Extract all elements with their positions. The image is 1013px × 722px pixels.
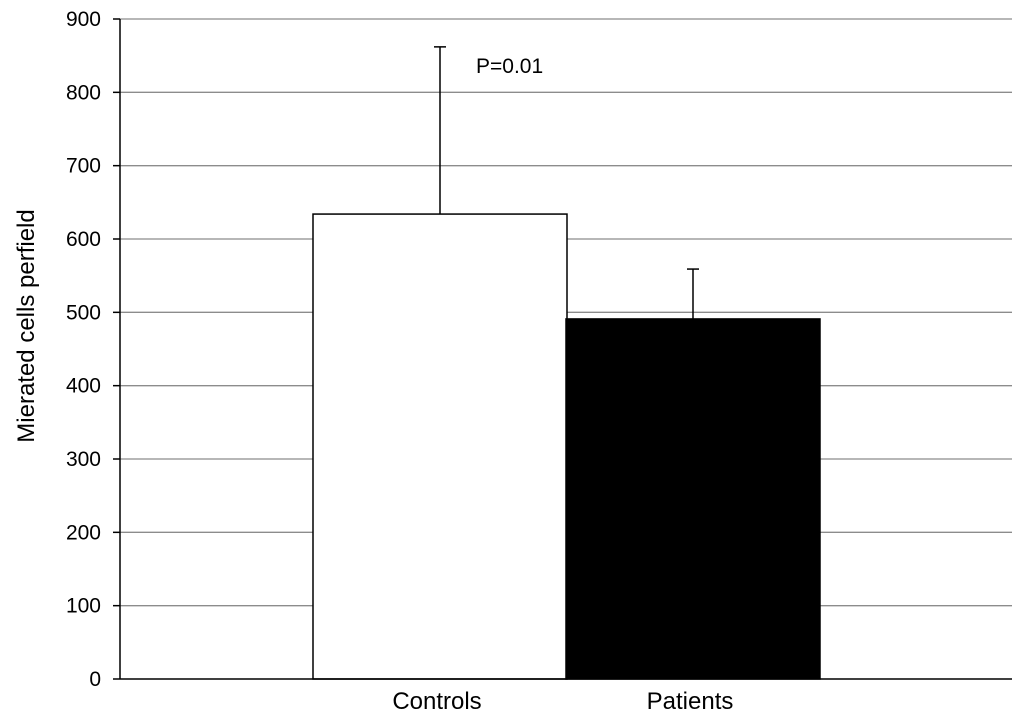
y-tick-label: 700 [66, 155, 101, 178]
x-category-labels: Controls Patients [392, 688, 733, 715]
y-tick-label: 600 [66, 228, 101, 251]
axes [119, 19, 1012, 680]
bars [312, 213, 821, 680]
y-tick-label: 900 [66, 8, 101, 31]
y-tick-labels: 0 100 200 300 400 500 600 700 800 900 [66, 8, 120, 691]
y-tick-label: 800 [66, 81, 101, 104]
bar-controls [312, 213, 568, 680]
y-tick-label: 0 [89, 668, 101, 691]
error-bars [434, 46, 699, 319]
p-value-annotation: P=0.01 [476, 55, 543, 78]
y-axis-title: Mierated cells perfield [13, 209, 40, 442]
bar-patients [565, 318, 821, 680]
x-category-label: Controls [392, 688, 481, 715]
x-category-label: Patients [647, 688, 734, 715]
y-tick-label: 400 [66, 375, 101, 398]
y-tick-label: 500 [66, 301, 101, 324]
y-tick-label: 100 [66, 595, 101, 618]
y-tick-label: 200 [66, 521, 101, 544]
y-tick-label: 300 [66, 448, 101, 471]
